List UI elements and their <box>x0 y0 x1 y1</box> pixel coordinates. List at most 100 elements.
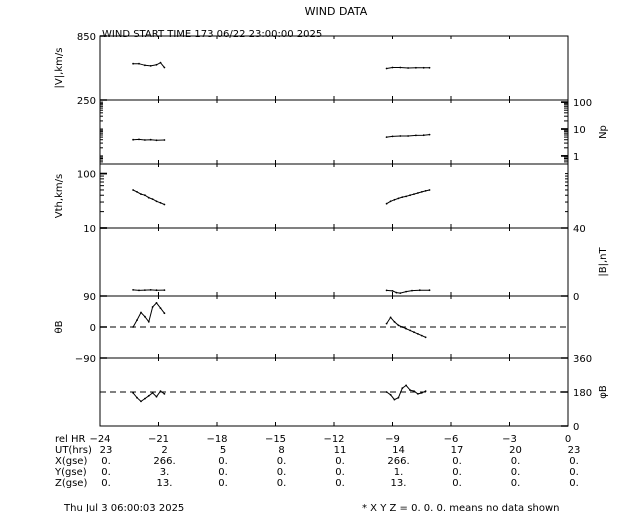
x-tick-label: −24 <box>89 434 110 445</box>
panel-frame-field <box>99 227 569 297</box>
data-point <box>420 334 423 337</box>
data-point <box>159 61 162 64</box>
table-cell: 0. <box>511 478 521 489</box>
data-point <box>391 135 394 138</box>
data-point <box>385 289 388 292</box>
data-point <box>163 312 166 315</box>
y-tick-label: 180 <box>573 388 592 399</box>
data-point <box>417 393 419 395</box>
table-row-label: rel HR <box>55 434 86 445</box>
data-point <box>428 289 431 292</box>
data-point <box>144 194 146 197</box>
table-cell: 0. <box>277 478 287 489</box>
table-cell: 266. <box>387 456 409 467</box>
table-row-label: UT(hrs) <box>55 445 92 456</box>
table-cell: 3. <box>160 467 170 478</box>
data-point <box>155 289 158 292</box>
data-point <box>132 392 135 394</box>
data-point <box>385 136 388 139</box>
data-point <box>389 316 392 319</box>
panel-phi: 360 180 0 φB <box>99 354 609 433</box>
table-cell: 23 <box>100 445 113 456</box>
data-point <box>163 66 166 69</box>
series-line-field <box>133 289 165 291</box>
chart-subtitle: WIND START TIME 173 06/22 23:00:00 2025 <box>102 29 322 40</box>
data-point <box>155 395 158 398</box>
data-point <box>138 138 140 141</box>
table-cell: 20 <box>509 445 522 456</box>
x-tick-label: −21 <box>148 434 169 445</box>
data-point <box>140 311 142 314</box>
table-cell: 23 <box>568 445 581 456</box>
data-point <box>159 307 162 309</box>
data-point <box>163 393 166 395</box>
data-point <box>424 190 427 192</box>
panel-label-theta: θB <box>54 320 65 333</box>
table-cell: 5 <box>220 445 226 456</box>
x-tick-label: −15 <box>265 434 286 445</box>
data-point <box>420 191 423 193</box>
data-point <box>144 397 146 400</box>
table-cell: 266. <box>153 456 175 467</box>
data-point <box>147 320 150 323</box>
data-point <box>389 393 392 396</box>
data-point <box>155 139 158 142</box>
data-point <box>163 289 166 291</box>
data-point <box>407 135 409 137</box>
series-line-speed <box>133 62 165 68</box>
series-line-theta <box>132 302 165 328</box>
data-point <box>424 390 427 392</box>
data-point <box>136 191 138 193</box>
panel-frame-thermal <box>99 163 569 229</box>
panel-theta: 90 0 −90 θB <box>54 292 569 365</box>
data-point <box>151 306 154 308</box>
data-point <box>132 189 135 191</box>
data-point <box>159 201 162 204</box>
table-cell: 13. <box>157 478 173 489</box>
data-point <box>147 196 150 199</box>
table-cell: 0. <box>218 478 228 489</box>
table-cell: 0. <box>569 478 579 489</box>
data-point <box>155 200 158 203</box>
table-cell: 14 <box>392 445 405 456</box>
x-tick-label: 0 <box>565 434 571 445</box>
footer-note: * X Y Z = 0. 0. 0. means no data shown <box>362 503 560 512</box>
table-cell: 1. <box>394 467 404 478</box>
data-point <box>399 292 402 294</box>
y-tick-label: 1 <box>573 152 579 163</box>
data-point <box>385 67 388 70</box>
data-point <box>428 66 431 69</box>
data-point <box>405 290 407 293</box>
table-cell: 11 <box>334 445 347 456</box>
data-point <box>391 290 394 292</box>
table-cell: 0. <box>452 467 462 478</box>
data-point <box>136 319 138 321</box>
data-point <box>393 320 396 323</box>
data-point <box>389 200 392 203</box>
table-cell: 0. <box>335 456 345 467</box>
data-point <box>395 291 398 294</box>
data-point <box>418 289 421 292</box>
data-point <box>428 189 431 191</box>
data-point <box>422 66 425 69</box>
panel-density: 100 10 1 Np <box>99 98 609 165</box>
x-tick-label: −18 <box>206 434 227 445</box>
data-point <box>417 333 419 335</box>
data-point <box>401 326 404 328</box>
data-point <box>155 302 158 304</box>
data-point <box>132 138 135 141</box>
data-point <box>149 65 152 67</box>
data-point <box>138 289 140 292</box>
x-tick-label: −9 <box>385 434 400 445</box>
panel-frame-speed <box>99 35 569 101</box>
table-cell: 0. <box>277 467 287 478</box>
y-tick-label: 250 <box>77 96 96 107</box>
table-cell: 13. <box>391 478 407 489</box>
panel-frame-density <box>99 99 569 165</box>
table-cell: 0. <box>511 467 521 478</box>
data-point <box>397 396 400 399</box>
y-tick-label: 0 <box>573 292 579 303</box>
table-cell: 0. <box>277 456 287 467</box>
data-point <box>163 203 166 206</box>
panel-label-thermal: Vth,km/s <box>54 174 65 218</box>
